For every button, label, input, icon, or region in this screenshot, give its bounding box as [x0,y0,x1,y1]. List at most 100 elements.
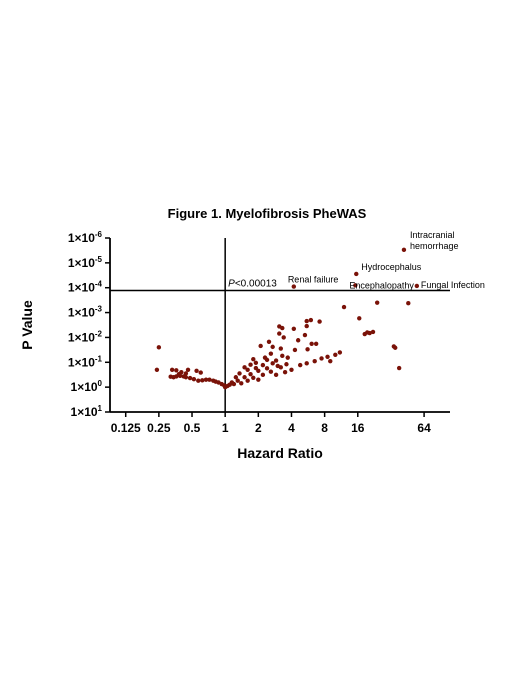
threshold-label-italic: P [228,279,235,290]
data-point [341,304,347,310]
threshold-label: P<0.00013 [228,279,277,290]
y-tick-base: 1×10 [68,306,95,320]
annotation-label: Renal failure [288,275,339,285]
data-point [312,358,317,364]
data-point [154,367,160,372]
data-point [260,372,266,378]
data-point [256,368,261,373]
data-point [273,358,279,363]
y-axis-title: P Value [19,300,35,350]
data-point [295,338,301,343]
data-point [268,369,274,374]
data-point [298,362,303,368]
y-tick-exponent: -1 [95,354,103,363]
x-tick-label: 64 [417,421,431,435]
x-tick-label: 1 [222,421,229,435]
data-point [245,378,250,383]
data-point [207,377,212,382]
data-point [396,365,402,371]
y-tick-label: 1×10-5 [68,255,103,270]
data-point [414,283,420,289]
y-tick-exponent: -4 [95,280,103,289]
data-point [248,362,253,367]
data-point [367,330,372,336]
y-tick-base: 1×10 [68,256,95,270]
y-tick-label: 1×10-2 [68,329,103,344]
data-point [273,372,279,378]
data-point [278,365,284,370]
x-axis: 0.125 0.25 0.5 1 2 4 8 16 64 [110,411,450,435]
data-point [260,362,266,368]
data-point [264,366,270,371]
data-point [325,354,330,359]
x-axis-title: Hazard Ratio [237,445,323,461]
data-point [268,351,274,356]
annotation-label: hemorrhage [410,241,459,251]
y-tick-label: 1×101 [71,404,103,419]
data-point [281,335,286,340]
data-points [154,247,420,390]
data-point [183,371,189,376]
data-point [242,365,247,370]
y-tick-exponent: -2 [95,329,103,338]
data-point [264,357,270,363]
data-point [176,371,182,377]
data-point [242,375,247,380]
data-point [239,381,244,386]
y-tick-base: 1×10 [68,231,95,245]
annotation-label: Hydrocephalus [361,262,422,272]
data-point [309,341,314,346]
data-point [302,332,308,338]
data-point [304,318,309,324]
x-tick-label: 0.5 [184,421,201,435]
data-point [253,360,259,366]
y-tick-base: 1×10 [71,380,98,394]
data-point [280,353,285,359]
x-tick-label: 16 [351,421,365,435]
y-tick-base: 1×10 [71,405,98,419]
data-point [313,341,319,346]
data-point [406,301,411,306]
x-tick-label: 0.125 [111,421,141,435]
data-point [235,378,240,383]
data-point [289,367,294,372]
data-point [357,316,362,321]
data-point [231,381,237,387]
y-tick-exponent: -3 [95,305,103,314]
data-point [196,378,201,383]
y-tick-label: 1×10-3 [68,305,103,320]
data-point [277,331,282,336]
data-point [291,284,297,289]
y-tick-label: 1×100 [71,379,103,394]
data-point [317,319,322,324]
y-tick-label: 1×10-6 [68,230,103,245]
annotation-label: Encephalopathy [349,280,414,290]
annotation-label: Intracranial [410,230,455,240]
x-tick-label: 8 [321,421,328,435]
data-point [285,355,290,360]
data-point [233,375,239,380]
data-point [181,374,186,379]
data-point [278,346,284,351]
data-point [401,247,407,253]
data-point [194,368,199,373]
data-point [282,369,288,375]
y-tick-exponent: -5 [95,255,103,264]
data-point [200,378,205,383]
data-point [292,347,298,353]
data-point [319,356,324,361]
data-point [305,347,310,352]
data-point [304,361,309,366]
annotation-label: Fungal Infection [421,280,485,290]
data-point [393,345,398,350]
x-tick-label: 0.25 [147,421,171,435]
data-point [270,344,275,350]
y-tick-label: 1×10-4 [68,280,103,295]
data-point [203,377,209,382]
y-tick-exponent: -6 [95,230,103,239]
data-point [211,378,216,383]
data-point [374,300,380,305]
data-point [308,317,314,323]
y-axis: 1×1011×1001×10-11×10-21×10-31×10-41×10-5… [68,230,111,419]
